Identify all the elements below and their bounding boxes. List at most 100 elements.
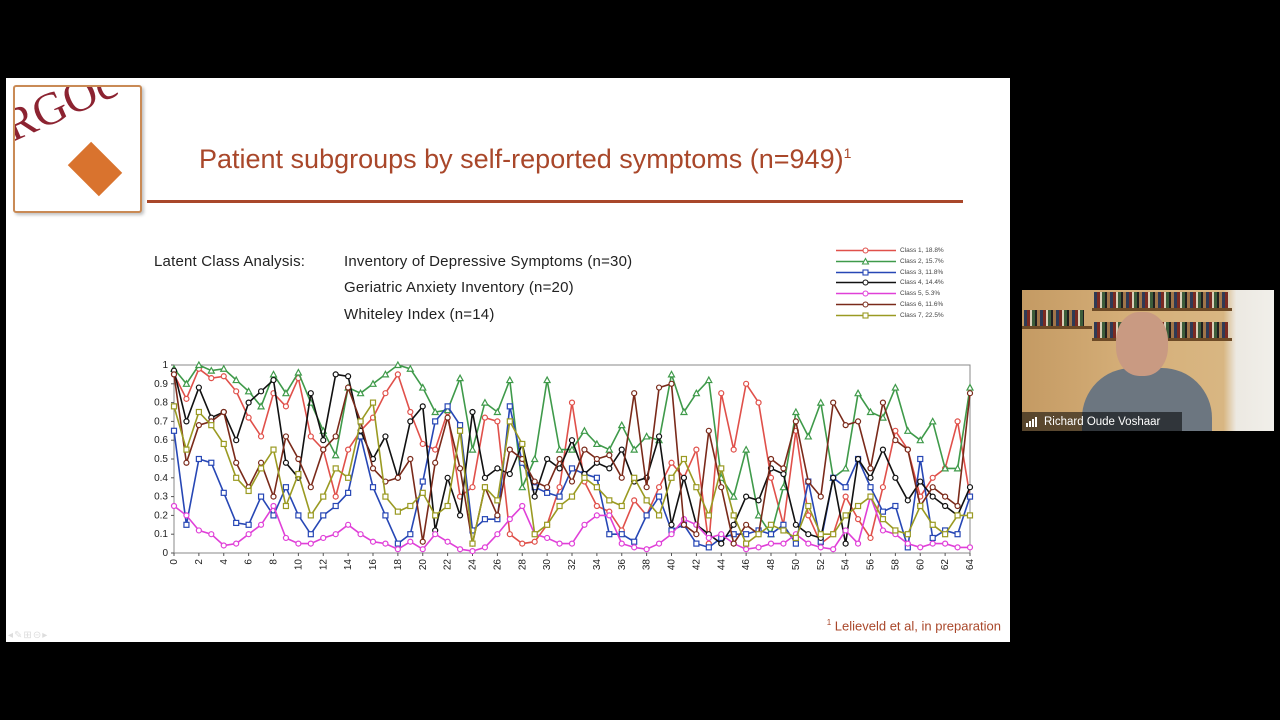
data-point [966, 390, 974, 397]
data-point [792, 418, 799, 425]
data-point [842, 484, 849, 491]
data-point [780, 521, 787, 528]
x-tick-label: 36 [617, 559, 628, 571]
data-point [331, 450, 340, 459]
data-point [369, 465, 377, 472]
data-point [544, 489, 551, 496]
data-point [568, 465, 576, 472]
data-point [394, 546, 401, 553]
data-point [718, 390, 725, 397]
data-point [269, 370, 278, 378]
data-point [791, 407, 800, 416]
data-point [195, 422, 202, 429]
data-point [195, 527, 202, 534]
data-point [456, 427, 464, 434]
data-point [767, 531, 775, 538]
data-point [282, 433, 290, 440]
data-point [481, 516, 489, 523]
legend-label: Class 1, 18.8% [900, 247, 944, 254]
data-point [170, 371, 178, 378]
data-point [281, 388, 290, 397]
data-point [780, 465, 787, 472]
data-point [805, 512, 812, 519]
data-point [718, 540, 725, 547]
data-point [170, 427, 178, 434]
y-tick-label: 0.6 [154, 435, 168, 446]
data-point [543, 375, 552, 384]
next-icon[interactable]: ▸ [42, 630, 49, 641]
data-point [631, 497, 638, 504]
data-point [954, 512, 961, 519]
data-point [606, 465, 613, 472]
data-point [755, 544, 762, 551]
data-point [568, 478, 576, 485]
data-point [680, 521, 688, 528]
pen-icon[interactable]: ✎ [14, 630, 24, 641]
data-point [208, 422, 215, 429]
person-head [1116, 312, 1168, 376]
data-point [942, 502, 949, 510]
data-point [693, 540, 700, 547]
data-point [917, 478, 924, 485]
data-point [592, 439, 601, 448]
data-point [531, 538, 538, 545]
data-point [679, 407, 688, 416]
data-point [270, 376, 277, 384]
data-point [332, 531, 339, 538]
data-point [556, 540, 563, 547]
data-point [419, 546, 426, 553]
data-point [668, 474, 675, 481]
x-tick-label: 60 [915, 559, 926, 571]
x-tick-label: 34 [592, 559, 603, 571]
data-point [494, 531, 501, 538]
data-point [220, 489, 227, 496]
slide-controls[interactable]: ◂✎⊞⊝▸ [8, 630, 48, 641]
x-tick-label: 8 [269, 559, 280, 565]
legend-entry: Class 3, 11.8% [836, 268, 976, 279]
data-point [369, 484, 377, 491]
data-point [917, 502, 924, 510]
y-tick-label: 0 [162, 548, 168, 559]
data-point [544, 521, 551, 528]
data-point [345, 474, 352, 481]
data-point [929, 534, 936, 542]
data-point [568, 399, 576, 406]
data-point [805, 531, 812, 538]
data-point [693, 531, 700, 538]
data-point [332, 433, 339, 440]
data-point [369, 399, 377, 406]
data-point [257, 493, 265, 500]
legend-entry: Class 1, 18.8% [836, 246, 976, 257]
data-point [966, 512, 974, 519]
data-point [779, 482, 788, 491]
x-tick-label: 6 [244, 559, 255, 565]
data-point [941, 464, 950, 472]
data-point [580, 426, 589, 434]
data-point [394, 508, 401, 515]
x-tick-label: 42 [691, 559, 702, 571]
data-point [718, 531, 725, 538]
data-point [743, 540, 750, 547]
prev-icon[interactable]: ◂ [8, 630, 15, 641]
data-point [954, 531, 961, 538]
data-point [295, 470, 302, 478]
data-point [257, 465, 265, 472]
data-point [693, 446, 700, 453]
slides-icon[interactable]: ⊞ [23, 630, 33, 641]
data-point [567, 445, 577, 453]
data-point [780, 527, 787, 534]
data-point [245, 414, 252, 421]
legend-entry: Class 2, 15.7% [836, 257, 976, 268]
data-point [480, 398, 489, 406]
data-point [743, 380, 750, 387]
data-point [530, 454, 539, 463]
menu-icon[interactable]: ⊝ [32, 630, 43, 641]
x-tick-label: 62 [940, 559, 951, 571]
data-point [381, 370, 390, 378]
data-point [966, 493, 974, 500]
data-point [183, 512, 190, 519]
legend-label: Class 5, 5.3% [900, 290, 941, 298]
legend-label: Class 3, 11.8% [900, 268, 944, 276]
participant-video[interactable]: Richard Oude Voshaar [1022, 290, 1274, 431]
data-point [891, 383, 900, 391]
